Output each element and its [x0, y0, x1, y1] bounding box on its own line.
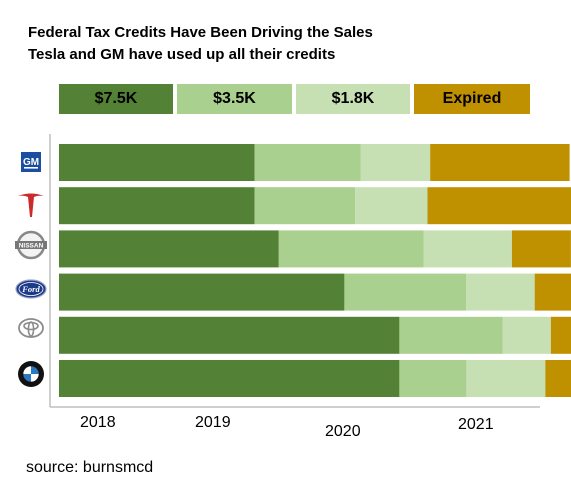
legend-item-3-5k: $3.5K: [177, 84, 292, 114]
svg-text:GM: GM: [23, 157, 39, 168]
legend-label-1-8k: $1.8K: [331, 90, 375, 107]
chart-subtitle: Tesla and GM have used up all their cred…: [28, 46, 336, 63]
bar-segment-ford-2: [466, 273, 535, 311]
ford-logo-icon: Ford: [15, 279, 47, 299]
legend-item-expired: Expired: [414, 84, 530, 114]
bar-segment-nissan-2: [423, 230, 512, 268]
source-note: source: burnsmcd: [26, 459, 154, 476]
legend-label-7-5k: $7.5K: [94, 90, 138, 107]
bar-segment-bmw-1: [399, 360, 467, 397]
legend-label-3-5k: $3.5K: [213, 90, 256, 107]
legend-item-7-5k: $7.5K: [59, 84, 173, 114]
nissan-logo-icon: NISSAN: [15, 230, 47, 260]
bar-segment-bmw-3: [545, 360, 571, 397]
x-tick-label: 2020: [325, 423, 361, 440]
bar-segment-gm-1: [254, 144, 361, 181]
bar-segment-toyota-3: [550, 316, 571, 354]
x-tick-label: 2021: [458, 416, 494, 433]
bar-segment-ford-0: [59, 273, 345, 311]
x-tick-label: 2018: [80, 414, 116, 431]
legend-label-expired: Expired: [442, 90, 502, 107]
svg-text:Ford: Ford: [21, 284, 40, 294]
bar-segment-tesla-1: [254, 187, 356, 225]
bar-segment-toyota-2: [502, 316, 551, 354]
bar-segment-nissan-0: [59, 230, 279, 268]
chart-title: Federal Tax Credits Have Been Driving th…: [28, 24, 373, 41]
bar-segment-gm-3: [430, 144, 570, 181]
bar-segment-gm-0: [59, 144, 255, 181]
bar-segment-toyota-0: [59, 316, 400, 354]
bar-segment-tesla-3: [427, 187, 571, 225]
bar-segment-tesla-2: [355, 187, 428, 225]
toyota-logo-icon: [18, 318, 44, 338]
legend-item-1-8k: $1.8K: [296, 84, 410, 114]
bar-segment-bmw-2: [466, 360, 546, 397]
bar-segment-bmw-0: [59, 360, 400, 397]
bar-segment-ford-1: [344, 273, 467, 311]
bmw-logo-icon: [18, 361, 44, 387]
bars-layer: [59, 144, 571, 397]
x-tick-label: 2019: [195, 414, 231, 431]
svg-text:NISSAN: NISSAN: [19, 243, 44, 250]
bar-segment-ford-3: [534, 273, 571, 311]
bar-segment-nissan-3: [511, 230, 571, 268]
bar-segment-tesla-0: [59, 187, 255, 225]
bar-segment-toyota-1: [399, 316, 503, 354]
bar-segment-gm-2: [360, 144, 431, 181]
gm-logo-icon: GM: [21, 152, 41, 172]
tesla-logo-icon: [18, 193, 44, 217]
bar-segment-nissan-1: [278, 230, 424, 268]
